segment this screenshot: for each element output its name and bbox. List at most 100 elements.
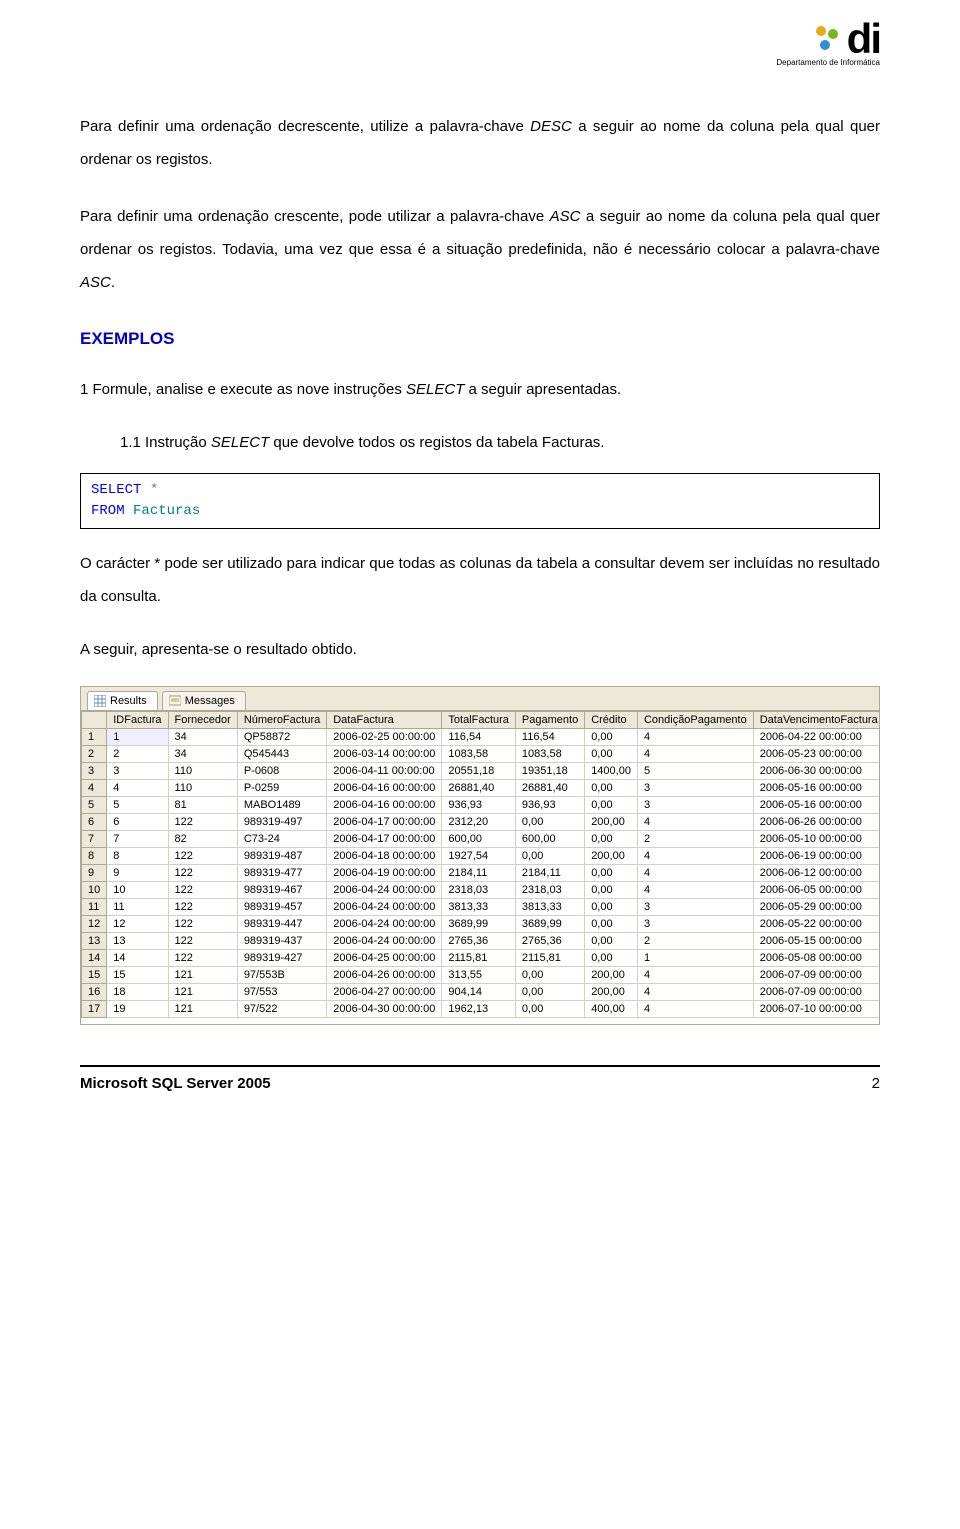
table-cell[interactable]: 2006-06-30 00:00:00 <box>753 763 879 780</box>
table-row[interactable]: 7782C73-242006-04-17 00:00:00600,00600,0… <box>82 831 880 848</box>
table-cell[interactable]: 2318,03 <box>442 882 516 899</box>
table-cell[interactable]: 2006-04-22 00:00:00 <box>753 729 879 746</box>
table-cell[interactable]: 116,54 <box>442 729 516 746</box>
table-cell[interactable]: 0,00 <box>515 848 584 865</box>
column-header[interactable]: CondiçãoPagamento <box>637 712 753 729</box>
column-header[interactable]: IDFactura <box>107 712 168 729</box>
table-cell[interactable]: 7 <box>107 831 168 848</box>
table-cell[interactable]: 4 <box>637 746 753 763</box>
table-cell[interactable]: 0,00 <box>515 984 584 1001</box>
table-cell[interactable]: 15 <box>107 967 168 984</box>
column-header[interactable]: Crédito <box>585 712 638 729</box>
table-cell[interactable]: 2006-04-24 00:00:00 <box>327 916 442 933</box>
table-cell[interactable]: 2006-04-19 00:00:00 <box>327 865 442 882</box>
table-cell[interactable]: 2184,11 <box>515 865 584 882</box>
table-cell[interactable]: 2006-05-22 00:00:00 <box>753 916 879 933</box>
column-header[interactable]: Fornecedor <box>168 712 237 729</box>
table-cell[interactable]: 18 <box>107 984 168 1001</box>
table-cell[interactable]: 2006-04-11 00:00:00 <box>327 763 442 780</box>
table-cell[interactable]: 0,00 <box>515 967 584 984</box>
table-cell[interactable]: 12 <box>107 916 168 933</box>
table-cell[interactable]: 10 <box>107 882 168 899</box>
table-cell[interactable]: 0,00 <box>515 1001 584 1018</box>
table-cell[interactable]: 2006-06-19 00:00:00 <box>753 848 879 865</box>
table-cell[interactable]: 3 <box>637 797 753 814</box>
table-row[interactable]: 99122989319-4772006-04-19 00:00:002184,1… <box>82 865 880 882</box>
table-cell[interactable]: 2115,81 <box>442 950 516 967</box>
table-cell[interactable]: 400,00 <box>585 1001 638 1018</box>
table-cell[interactable]: 2 <box>637 831 753 848</box>
table-cell[interactable]: 2006-04-16 00:00:00 <box>327 797 442 814</box>
table-cell[interactable]: 122 <box>168 814 237 831</box>
table-cell[interactable]: 26881,40 <box>442 780 516 797</box>
table-cell[interactable]: 110 <box>168 780 237 797</box>
table-cell[interactable]: 97/553 <box>237 984 326 1001</box>
table-cell[interactable]: 20551,18 <box>442 763 516 780</box>
table-cell[interactable]: QP58872 <box>237 729 326 746</box>
table-cell[interactable]: 4 <box>637 814 753 831</box>
table-cell[interactable]: 989319-477 <box>237 865 326 882</box>
table-cell[interactable]: 2006-04-25 00:00:00 <box>327 950 442 967</box>
table-cell[interactable]: 4 <box>637 984 753 1001</box>
table-cell[interactable]: 4 <box>637 967 753 984</box>
table-cell[interactable]: 0,00 <box>585 899 638 916</box>
table-cell[interactable]: 121 <box>168 967 237 984</box>
table-cell[interactable]: 1083,58 <box>515 746 584 763</box>
column-header[interactable]: DataFactura <box>327 712 442 729</box>
table-cell[interactable]: 0,00 <box>585 865 638 882</box>
column-header[interactable]: TotalFactura <box>442 712 516 729</box>
table-row[interactable]: 1010122989319-4672006-04-24 00:00:002318… <box>82 882 880 899</box>
table-row[interactable]: 5581MABO14892006-04-16 00:00:00936,93936… <box>82 797 880 814</box>
table-cell[interactable]: 3 <box>637 916 753 933</box>
table-cell[interactable]: 4 <box>637 865 753 882</box>
table-cell[interactable]: 989319-457 <box>237 899 326 916</box>
table-cell[interactable]: 81 <box>168 797 237 814</box>
table-row[interactable]: 66122989319-4972006-04-17 00:00:002312,2… <box>82 814 880 831</box>
table-cell[interactable]: 2006-04-17 00:00:00 <box>327 814 442 831</box>
table-cell[interactable]: 13 <box>107 933 168 950</box>
table-cell[interactable]: 122 <box>168 848 237 865</box>
tab-messages[interactable]: Messages <box>162 691 246 710</box>
table-cell[interactable]: 34 <box>168 729 237 746</box>
table-cell[interactable]: 936,93 <box>515 797 584 814</box>
table-cell[interactable]: 34 <box>168 746 237 763</box>
table-cell[interactable]: 122 <box>168 882 237 899</box>
table-cell[interactable]: 116,54 <box>515 729 584 746</box>
table-row[interactable]: 1111122989319-4572006-04-24 00:00:003813… <box>82 899 880 916</box>
table-cell[interactable]: 0,00 <box>585 780 638 797</box>
table-cell[interactable]: 600,00 <box>515 831 584 848</box>
table-cell[interactable]: 4 <box>107 780 168 797</box>
table-cell[interactable]: 2006-03-14 00:00:00 <box>327 746 442 763</box>
table-row[interactable]: 1414122989319-4272006-04-25 00:00:002115… <box>82 950 880 967</box>
table-cell[interactable]: 2006-05-15 00:00:00 <box>753 933 879 950</box>
table-cell[interactable]: 2006-07-09 00:00:00 <box>753 967 879 984</box>
table-cell[interactable]: 122 <box>168 899 237 916</box>
table-cell[interactable]: 936,93 <box>442 797 516 814</box>
table-row[interactable]: 151512197/553B2006-04-26 00:00:00313,550… <box>82 967 880 984</box>
table-cell[interactable]: 2006-06-26 00:00:00 <box>753 814 879 831</box>
table-cell[interactable]: 200,00 <box>585 967 638 984</box>
table-cell[interactable]: 122 <box>168 933 237 950</box>
table-cell[interactable]: 26881,40 <box>515 780 584 797</box>
table-cell[interactable]: 2006-07-09 00:00:00 <box>753 984 879 1001</box>
table-cell[interactable]: 904,14 <box>442 984 516 1001</box>
table-row[interactable]: 88122989319-4872006-04-18 00:00:001927,5… <box>82 848 880 865</box>
table-cell[interactable]: 2006-05-16 00:00:00 <box>753 797 879 814</box>
table-cell[interactable]: 0,00 <box>515 814 584 831</box>
table-row[interactable]: 161812197/5532006-04-27 00:00:00904,140,… <box>82 984 880 1001</box>
column-header[interactable]: DataVencimentoFactura <box>753 712 879 729</box>
table-cell[interactable]: Q545443 <box>237 746 326 763</box>
table-cell[interactable]: 122 <box>168 916 237 933</box>
table-cell[interactable]: 3813,33 <box>442 899 516 916</box>
table-row[interactable]: 1134QP588722006-02-25 00:00:00116,54116,… <box>82 729 880 746</box>
table-cell[interactable]: 122 <box>168 950 237 967</box>
table-cell[interactable]: 313,55 <box>442 967 516 984</box>
table-cell[interactable]: 2006-04-18 00:00:00 <box>327 848 442 865</box>
table-cell[interactable]: 2006-05-08 00:00:00 <box>753 950 879 967</box>
table-cell[interactable]: 0,00 <box>585 916 638 933</box>
table-cell[interactable]: 8 <box>107 848 168 865</box>
table-cell[interactable]: 1 <box>637 950 753 967</box>
table-cell[interactable]: 200,00 <box>585 984 638 1001</box>
table-cell[interactable]: 600,00 <box>442 831 516 848</box>
table-cell[interactable]: 82 <box>168 831 237 848</box>
